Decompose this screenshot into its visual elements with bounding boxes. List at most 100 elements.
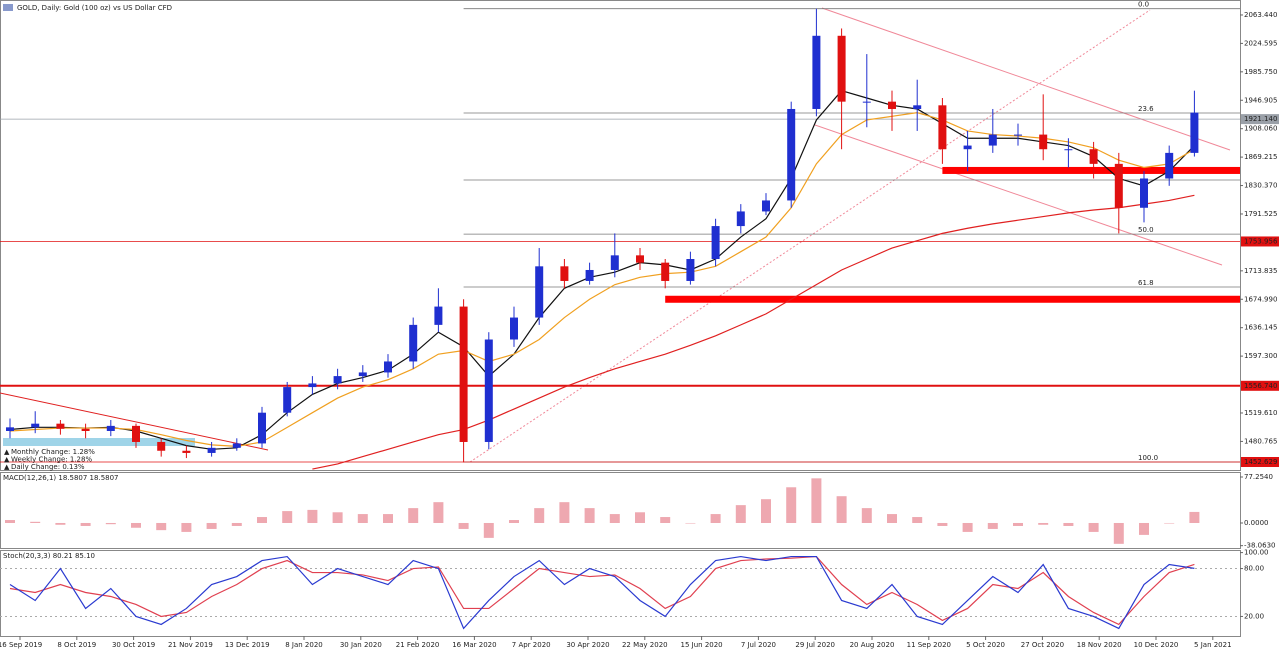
channel-upper	[821, 7, 1231, 151]
macd-bar	[1113, 522, 1124, 544]
macd-bar	[509, 520, 519, 523]
candle-body	[661, 262, 670, 281]
macd-bar	[887, 514, 897, 523]
stoch-pane	[0, 550, 1241, 637]
macd-bar	[685, 522, 696, 524]
macd-bar	[1063, 522, 1074, 526]
candle-body	[308, 383, 317, 388]
macd-bar	[861, 508, 872, 523]
macd-bar	[559, 502, 570, 523]
macd-bar	[383, 514, 393, 523]
candle-body	[1039, 134, 1048, 150]
moving-average	[9, 112, 1195, 447]
x-tick-label: 5 Oct 2020	[966, 641, 1005, 649]
y-tick-label: 1791.525	[1244, 210, 1277, 218]
macd-bar	[786, 487, 797, 523]
candle-body	[358, 372, 367, 377]
price-label-box	[1241, 114, 1279, 125]
candle-body	[686, 259, 695, 281]
macd-bar	[131, 522, 141, 528]
y-tick-label: 20.00	[1244, 612, 1264, 620]
macd-bar	[80, 522, 91, 526]
stoch-label: Stoch(20,3,3) 80.21 85.10	[3, 552, 95, 560]
candle-body	[333, 376, 342, 384]
macd-bar	[735, 505, 746, 523]
fib-label: 23.6	[1138, 105, 1154, 113]
zone	[942, 166, 1240, 174]
macd-bar	[1139, 522, 1149, 535]
y-tick-label: 1830.370	[1244, 182, 1277, 190]
candle-body	[762, 200, 770, 212]
zone	[665, 295, 1240, 303]
y-tick-label: 77.2540	[1244, 473, 1273, 481]
candle-body	[560, 266, 569, 281]
x-tick-label: 8 Jan 2020	[285, 641, 323, 649]
macd-bar	[534, 508, 545, 523]
candle-body	[484, 339, 493, 442]
x-tick-label: 30 Oct 2019	[112, 641, 155, 649]
candle-body	[837, 35, 846, 102]
macd-bar	[458, 522, 469, 529]
fib-label: 0.0	[1138, 1, 1149, 9]
candle-body	[81, 428, 90, 431]
candle-body	[988, 134, 997, 146]
fib-label: 50.0	[1138, 226, 1154, 234]
macd-bar	[282, 511, 293, 523]
candle-body	[1114, 163, 1123, 208]
macd-bar	[156, 522, 167, 531]
candle-body	[1165, 152, 1174, 179]
main-pane	[0, 0, 1241, 471]
macd-bar	[5, 520, 15, 523]
candle-body	[1190, 112, 1199, 153]
change-arrow: ▲	[4, 463, 10, 471]
x-tick-label: 15 Jun 2020	[681, 641, 723, 649]
y-tick-label: 1480.765	[1244, 437, 1277, 445]
candle-body	[888, 101, 896, 109]
candle-body	[409, 324, 418, 362]
stoch-main	[9, 555, 1195, 630]
macd-bar	[660, 517, 671, 523]
candle-body	[258, 412, 266, 444]
candle-body	[938, 105, 947, 150]
y-tick-label: -38.0630	[1244, 542, 1275, 550]
macd-bar	[231, 522, 242, 526]
icon	[3, 4, 13, 11]
change-arrow: ▲	[4, 456, 10, 464]
macd-bar	[332, 512, 343, 523]
candle-body	[132, 425, 140, 442]
candle-body	[535, 266, 544, 318]
y-tick-label: 1869.215	[1244, 153, 1277, 161]
candle-body	[459, 306, 468, 442]
candle-body	[6, 427, 14, 431]
x-tick-label: 11 Sep 2020	[907, 641, 951, 649]
x-tick-label: 30 Apr 2020	[566, 641, 609, 649]
y-tick-label: 1597.300	[1244, 352, 1277, 360]
change-arrow: ▲	[4, 448, 10, 456]
price-label: 1556.740	[1244, 382, 1277, 390]
macd-bar	[357, 514, 368, 523]
candle-body	[434, 306, 443, 325]
price-label: 1921.140	[1244, 115, 1277, 123]
x-tick-label: 7 Jul 2020	[741, 641, 776, 649]
price-label-box	[1241, 457, 1279, 468]
macd-bar	[257, 517, 267, 523]
macd-bar	[307, 509, 318, 523]
candle-body	[31, 423, 40, 428]
stoch-signal	[9, 555, 1195, 626]
trendline	[0, 392, 269, 451]
moving-average	[312, 194, 1195, 470]
y-tick-label: 2063.440	[1244, 11, 1277, 19]
y-tick-label: 1946.905	[1244, 96, 1277, 104]
candle-body	[157, 441, 166, 451]
change-text: Daily Change: 0.13%	[11, 463, 85, 471]
change-text: Weekly Change: 1.28%	[11, 456, 92, 464]
candle-body	[1140, 178, 1148, 208]
candle-body	[1014, 134, 1022, 136]
macd-bar	[30, 521, 41, 523]
candle-body	[610, 255, 619, 270]
price-label-box	[1241, 236, 1279, 247]
y-tick-label: 1636.145	[1244, 324, 1277, 332]
macd-bar	[937, 522, 948, 526]
macd-bar	[181, 522, 192, 532]
candle-body	[207, 447, 216, 453]
